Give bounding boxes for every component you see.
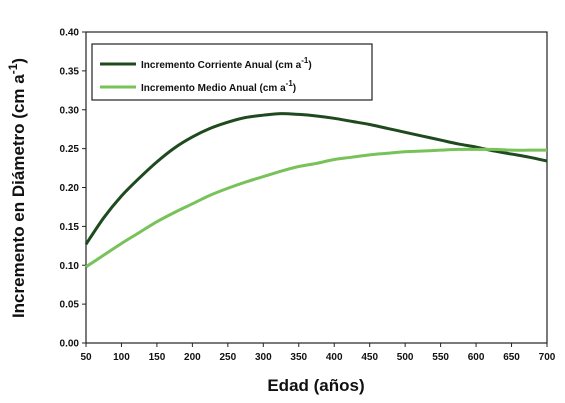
legend-label-corriente: Incremento Corriente Anual (cm a-1): [141, 56, 312, 71]
x-tick-label: 50: [80, 352, 92, 363]
series-line-medio: [85, 147, 547, 269]
x-tick-label: 100: [113, 352, 130, 363]
x-tick-label: 300: [255, 352, 272, 363]
y-tick-label: 0.30: [60, 105, 80, 116]
y-tick-label: 0.35: [60, 66, 80, 77]
x-tick-label: 350: [290, 352, 307, 363]
x-tick-label: 150: [149, 352, 166, 363]
series-layer: [84, 112, 548, 269]
y-tick-label: 0.05: [60, 300, 80, 311]
y-tick-label: 0.20: [60, 183, 80, 194]
x-axis-title: Edad (años): [267, 376, 364, 395]
x-tick-label: 500: [397, 352, 414, 363]
x-tick-label: 250: [220, 352, 237, 363]
x-tick-label: 700: [539, 352, 556, 363]
x-tick-label: 400: [326, 352, 343, 363]
y-tick-label: 0.40: [60, 28, 80, 39]
y-tick-label: 0.10: [60, 261, 80, 272]
series-line-corriente: [84, 112, 548, 246]
legend-label-medio: Incremento Medio Anual (cm a-1): [141, 79, 296, 94]
y-axis-ticks: 0.00 0.05 0.10 0.15 0.20 0.25 0.30 0.35 0.40: [60, 28, 86, 350]
y-tick-label: 0.15: [60, 222, 80, 233]
x-axis-ticks: 50 100 150 200 250 300 350 400 450 500 550 600 650 70…: [80, 343, 556, 363]
x-tick-label: 450: [361, 352, 378, 363]
x-tick-label: 200: [184, 352, 201, 363]
x-tick-label: 650: [503, 352, 520, 363]
x-tick-label: 550: [432, 352, 449, 363]
y-axis-title: Incremento en Diámetro (cm a-1): [6, 58, 28, 318]
y-tick-label: 0.00: [60, 339, 80, 350]
x-tick-label: 600: [468, 352, 485, 363]
legend: Incremento Corriente Anual (cm a-1) Incr…: [91, 43, 373, 101]
legend-box: [91, 43, 373, 101]
y-tick-label: 0.25: [60, 144, 80, 155]
